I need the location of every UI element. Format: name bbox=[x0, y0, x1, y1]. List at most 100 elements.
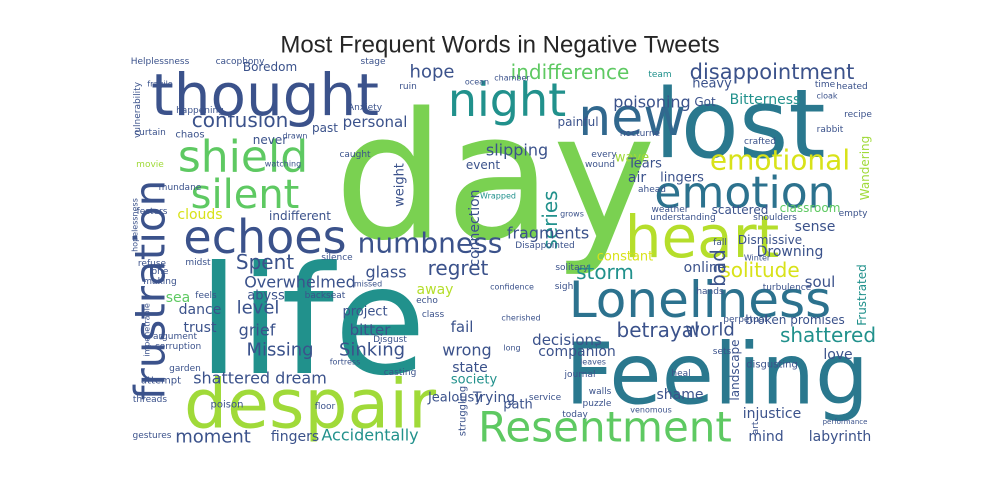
word: storm bbox=[576, 260, 634, 284]
word: vulnerability bbox=[133, 81, 143, 138]
word: art bbox=[751, 421, 761, 434]
word: Helplessness bbox=[131, 57, 190, 67]
word: level bbox=[237, 298, 280, 319]
word: ruin bbox=[399, 82, 417, 92]
word: lingers bbox=[660, 171, 704, 186]
word: new bbox=[578, 88, 685, 148]
word: cloak bbox=[816, 92, 837, 101]
word: team bbox=[648, 70, 671, 80]
word: missed bbox=[354, 280, 382, 289]
word: corruption bbox=[155, 342, 201, 352]
word: fortress bbox=[330, 358, 361, 367]
word: chaos bbox=[175, 130, 204, 141]
word: dance bbox=[179, 302, 222, 318]
word: feels bbox=[195, 291, 217, 301]
word: Winter bbox=[744, 254, 771, 263]
chart-title: Most Frequent Words in Negative Tweets bbox=[280, 32, 719, 59]
word: numbness bbox=[358, 227, 503, 260]
word: soul bbox=[805, 273, 836, 291]
word: fragments bbox=[507, 224, 589, 243]
word: wound bbox=[585, 160, 615, 170]
word: grows bbox=[560, 210, 584, 219]
word: day bbox=[334, 77, 656, 280]
word: painful bbox=[557, 115, 598, 129]
word: Drowning bbox=[757, 244, 824, 260]
word: today bbox=[562, 410, 588, 420]
word: project bbox=[342, 305, 387, 320]
word: classroom bbox=[780, 201, 841, 215]
word: weather bbox=[652, 205, 689, 215]
word: service bbox=[529, 393, 562, 403]
word: journal bbox=[564, 370, 596, 380]
word: injustice bbox=[743, 406, 802, 422]
word: thought bbox=[151, 61, 379, 129]
word: slipping bbox=[486, 141, 548, 160]
word: drawn bbox=[283, 132, 308, 141]
word: society bbox=[451, 373, 498, 388]
word: making bbox=[143, 277, 176, 287]
word: glass bbox=[365, 263, 406, 282]
word: gestures bbox=[133, 431, 172, 441]
word: landscape bbox=[728, 339, 742, 400]
word: bad bbox=[706, 249, 730, 287]
word: indifference bbox=[511, 60, 630, 84]
word: shoulders bbox=[753, 213, 797, 223]
word: fragile bbox=[147, 80, 173, 89]
word: movie bbox=[136, 160, 164, 170]
word: Overwhelmed bbox=[244, 273, 356, 292]
word: backseat bbox=[305, 291, 346, 301]
word: hopelessness bbox=[131, 198, 140, 252]
word: sigh bbox=[555, 282, 574, 292]
word: long bbox=[503, 344, 520, 353]
word: Resentment bbox=[478, 403, 732, 452]
word: walls bbox=[589, 387, 612, 397]
word: struggling bbox=[458, 386, 469, 437]
word: fall bbox=[713, 238, 727, 248]
word: grief bbox=[239, 321, 276, 340]
word: series bbox=[538, 190, 562, 249]
word: shame bbox=[657, 387, 704, 403]
word: betrayal bbox=[617, 318, 700, 342]
word: abyss bbox=[247, 289, 285, 304]
word: Accidentally bbox=[321, 426, 418, 445]
word: Trying bbox=[472, 390, 515, 406]
word: recipe bbox=[844, 110, 872, 120]
word: every bbox=[591, 150, 617, 160]
word: constant bbox=[597, 250, 654, 265]
word: never bbox=[253, 133, 287, 147]
word: midst bbox=[185, 258, 211, 268]
word: caught bbox=[339, 150, 371, 160]
word: emotion bbox=[654, 168, 835, 219]
word: clouds bbox=[177, 207, 222, 223]
word: echo bbox=[416, 296, 438, 306]
word: Wrapped bbox=[480, 192, 516, 201]
word: lost bbox=[654, 70, 825, 180]
word: impenetrable bbox=[143, 303, 152, 357]
word: stage bbox=[361, 57, 386, 67]
word: Bitterness bbox=[730, 92, 801, 108]
word: indifferent bbox=[269, 209, 331, 223]
word: watching bbox=[265, 160, 301, 169]
word: bitter bbox=[350, 321, 392, 339]
word: attempt bbox=[141, 376, 181, 387]
word: festers bbox=[137, 207, 168, 217]
word: confusion bbox=[192, 108, 289, 132]
word: Anxiety bbox=[348, 103, 383, 113]
word: connection bbox=[467, 189, 483, 266]
word: hands bbox=[696, 287, 724, 297]
word: weight bbox=[393, 163, 408, 207]
word: ahead bbox=[638, 185, 666, 195]
word: Sinking bbox=[339, 340, 405, 361]
word: ocean bbox=[465, 78, 489, 87]
word: Boredom bbox=[243, 60, 297, 74]
word: away bbox=[417, 282, 454, 298]
word: refuse bbox=[138, 259, 167, 269]
word: argument bbox=[153, 332, 197, 342]
word: silent bbox=[191, 172, 300, 218]
word: heart bbox=[625, 203, 780, 271]
word: poisoning bbox=[613, 93, 690, 112]
word: heated bbox=[836, 82, 868, 92]
word: puzzle bbox=[583, 399, 612, 409]
word: Dismissive bbox=[738, 233, 802, 247]
word: solitude bbox=[720, 258, 799, 282]
